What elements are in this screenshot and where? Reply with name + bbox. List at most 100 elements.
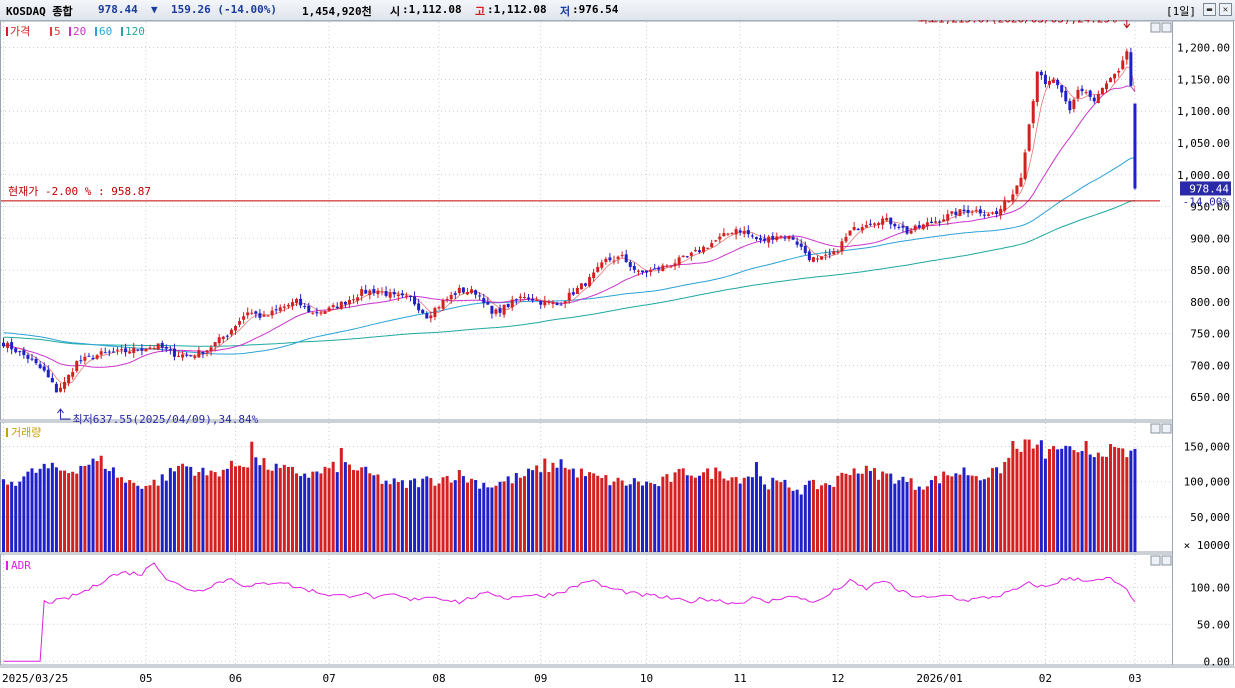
candle-body — [404, 295, 408, 297]
price-tick-label: 1,050.00 — [1177, 137, 1230, 150]
volume-bar — [140, 488, 144, 552]
candle-body — [54, 383, 58, 393]
candle-body — [115, 349, 119, 351]
candle-body — [750, 235, 754, 237]
candle-body — [905, 226, 909, 234]
candle-body — [87, 355, 91, 357]
candle-body — [262, 315, 266, 317]
candle-body — [75, 361, 79, 372]
candle-body — [238, 321, 242, 325]
volume-bar — [201, 467, 205, 552]
candle-body — [714, 240, 718, 242]
volume-bar — [327, 468, 331, 552]
volume-bar — [962, 467, 966, 552]
candle-body — [860, 227, 864, 231]
volume-legend-marker — [6, 428, 8, 437]
candle-body — [1047, 80, 1051, 85]
volume-bar — [120, 477, 124, 552]
volume-bar — [95, 461, 99, 552]
candle-body — [527, 297, 531, 299]
period-button[interactable]: [1일] — [1166, 5, 1196, 18]
candle-body — [10, 342, 14, 350]
close-icon[interactable]: ✕ — [1219, 3, 1232, 16]
candle-body — [1072, 99, 1076, 109]
volume-bar — [433, 485, 437, 552]
candle-body — [1109, 77, 1113, 83]
candle-body — [266, 315, 270, 317]
panel-close-icon[interactable] — [1161, 423, 1172, 434]
volume-bar — [1052, 446, 1056, 552]
volume-bar — [934, 475, 938, 552]
volume-bar — [693, 477, 697, 552]
volume-bar — [901, 476, 905, 552]
volume-bar — [649, 482, 653, 552]
candle-body — [555, 303, 559, 306]
legend-marker — [69, 27, 71, 36]
candle-body — [156, 343, 160, 350]
volume-bar — [1133, 448, 1137, 552]
stock-chart[interactable]: 1,200.00 1,150.00 1,100.00 1,050.00 1,000.00… — [0, 20, 1235, 688]
price-tick-label: 1,200.00 — [1177, 42, 1230, 55]
volume-bar — [172, 471, 176, 552]
volume-bar — [1027, 439, 1031, 552]
candle-body — [596, 266, 600, 272]
candle-body — [152, 348, 156, 350]
volume-bar — [295, 473, 299, 552]
candle-body — [429, 315, 433, 319]
candle-body — [79, 360, 83, 362]
volume-bar — [982, 479, 986, 552]
volume-bar — [197, 472, 201, 552]
volume-bar — [87, 464, 91, 552]
volume-bar — [177, 465, 181, 552]
candle-body — [217, 337, 221, 344]
candle-body — [844, 236, 848, 242]
candle-body — [384, 291, 388, 296]
panel-minimize-icon[interactable] — [1150, 423, 1161, 434]
candle-body — [144, 348, 148, 352]
candle-body — [929, 221, 933, 224]
candle-body — [938, 221, 942, 223]
candle-body — [50, 377, 54, 383]
candle-body — [343, 301, 347, 305]
legend-label: 5 — [54, 25, 61, 38]
candle-body — [213, 342, 217, 347]
volume-bar — [457, 470, 461, 552]
candle-body — [795, 241, 799, 245]
candle-body — [730, 233, 734, 235]
candle-body — [531, 298, 535, 301]
candle-body — [775, 236, 779, 241]
volume-bar — [34, 472, 38, 552]
panel-close-icon[interactable] — [1161, 555, 1172, 566]
volume-bar — [1064, 445, 1068, 552]
panel-minimize-icon[interactable] — [1150, 22, 1161, 33]
candle-body — [754, 237, 758, 240]
volume-bar — [307, 477, 311, 552]
volume-bar — [881, 471, 885, 552]
candle-body — [571, 292, 575, 295]
candle-body — [331, 305, 335, 308]
volume-bar — [63, 470, 67, 552]
volume-bar — [1015, 448, 1019, 552]
candle-body — [95, 355, 99, 359]
candle-body — [38, 364, 42, 368]
panel-minimize-icon[interactable] — [1150, 555, 1161, 566]
candle-body — [2, 342, 5, 347]
candle-body — [559, 304, 563, 306]
candle-body — [909, 230, 913, 234]
volume-bar — [510, 483, 514, 552]
volume-bar — [144, 485, 148, 552]
volume-bar — [787, 487, 791, 552]
candle-body — [897, 226, 901, 228]
candle-body — [388, 292, 392, 298]
volume-bar — [311, 471, 315, 552]
candle-body — [1084, 92, 1088, 94]
volume-bar — [612, 481, 616, 552]
candle-body — [697, 250, 701, 253]
candle-body — [982, 214, 986, 216]
volume-legend: 거래량 — [11, 426, 41, 439]
minimize-icon[interactable]: ▬ — [1203, 3, 1216, 16]
volume-bar — [640, 485, 644, 552]
panel-close-icon[interactable] — [1161, 22, 1172, 33]
candle-body — [124, 348, 128, 353]
candle-body — [620, 254, 624, 256]
